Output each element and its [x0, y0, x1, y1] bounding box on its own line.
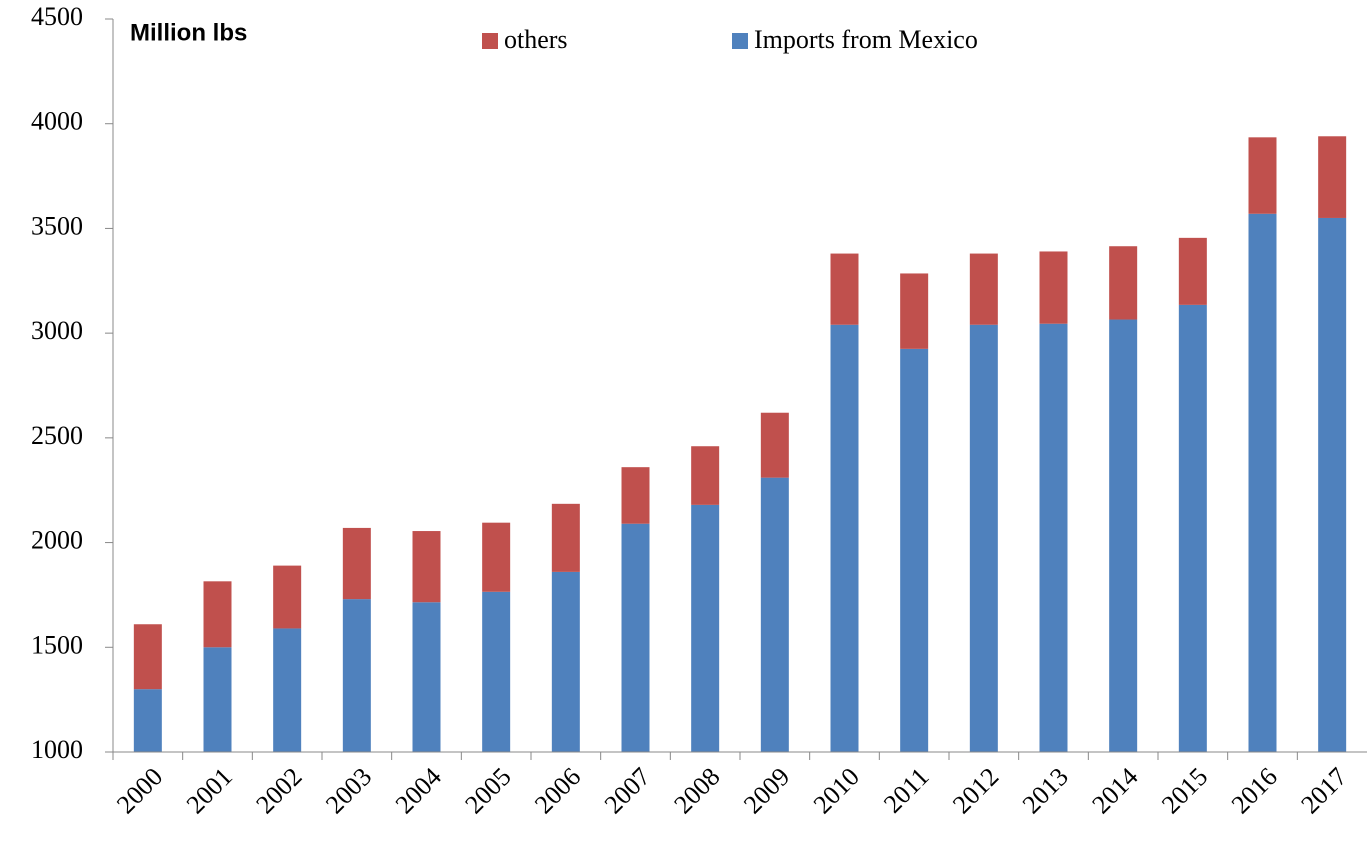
bar-segment	[551, 503, 580, 572]
bar-segment	[203, 581, 232, 648]
y-tick-label: 2500	[31, 421, 83, 450]
bar-segment	[900, 273, 929, 349]
legend-label: others	[504, 25, 568, 54]
x-tick-label: 2010	[808, 762, 865, 819]
bar-segment	[1318, 217, 1347, 752]
bar-segment	[691, 504, 720, 752]
x-tick-label: 2013	[1017, 762, 1074, 819]
x-tick-label: 2001	[181, 762, 238, 819]
bar-segment	[1248, 137, 1277, 214]
bar-segment	[412, 531, 441, 603]
y-tick-label: 4500	[31, 2, 83, 31]
bar-segment	[830, 324, 859, 752]
bar-segment	[1178, 304, 1207, 752]
bar-segment	[133, 624, 162, 690]
bar-segment	[691, 446, 720, 505]
bar-segment	[482, 522, 511, 592]
y-tick-label: 3500	[31, 211, 83, 240]
x-tick-label: 2004	[390, 762, 447, 819]
bar-segment	[273, 628, 302, 752]
x-tick-label: 2006	[529, 762, 586, 819]
bar-segment	[621, 523, 650, 752]
x-tick-label: 2009	[738, 762, 795, 819]
y-tick-label: 1000	[31, 735, 83, 764]
bar-segment	[969, 324, 998, 752]
bar-segment	[969, 253, 998, 325]
x-tick-label: 2000	[111, 762, 168, 819]
bar-segment	[621, 467, 650, 524]
legend-label: Imports from Mexico	[754, 25, 978, 54]
bar-segment	[760, 477, 789, 752]
x-tick-label: 2015	[1156, 762, 1213, 819]
x-tick-label: 2008	[668, 762, 725, 819]
x-tick-label: 2002	[250, 762, 307, 819]
bar-segment	[482, 591, 511, 752]
bar-segment	[1109, 319, 1138, 752]
bar-segment	[342, 527, 371, 600]
y-tick-label: 1500	[31, 630, 83, 659]
bar-segment	[1318, 136, 1347, 218]
x-tick-label: 2016	[1226, 762, 1283, 819]
bar-segment	[760, 412, 789, 478]
bar-segment	[412, 602, 441, 752]
x-tick-label: 2014	[1086, 762, 1143, 819]
x-tick-label: 2017	[1295, 762, 1352, 819]
y-tick-label: 4000	[31, 107, 83, 136]
y-tick-label: 3000	[31, 316, 83, 345]
y-tick-label: 2000	[31, 526, 83, 555]
legend-swatch	[482, 33, 498, 49]
bar-segment	[551, 571, 580, 752]
x-tick-label: 2007	[599, 762, 656, 819]
bar-segment	[1109, 246, 1138, 320]
bar-segment	[1248, 213, 1277, 753]
x-tick-label: 2005	[459, 762, 516, 819]
y-axis-label: Million lbs	[130, 19, 247, 46]
bar-segment	[342, 599, 371, 752]
x-tick-label: 2003	[320, 762, 377, 819]
bar-segment	[900, 348, 929, 752]
bar-segment	[203, 647, 232, 752]
x-tick-label: 2012	[947, 762, 1004, 819]
x-tick-label: 2011	[878, 762, 935, 819]
bar-segment	[830, 253, 859, 325]
bar-segment	[1178, 237, 1207, 305]
legend-swatch	[732, 33, 748, 49]
bar-segment	[1039, 251, 1068, 324]
bar-segment	[1039, 323, 1068, 752]
bar-segment	[273, 565, 302, 629]
bar-segment	[133, 689, 162, 752]
